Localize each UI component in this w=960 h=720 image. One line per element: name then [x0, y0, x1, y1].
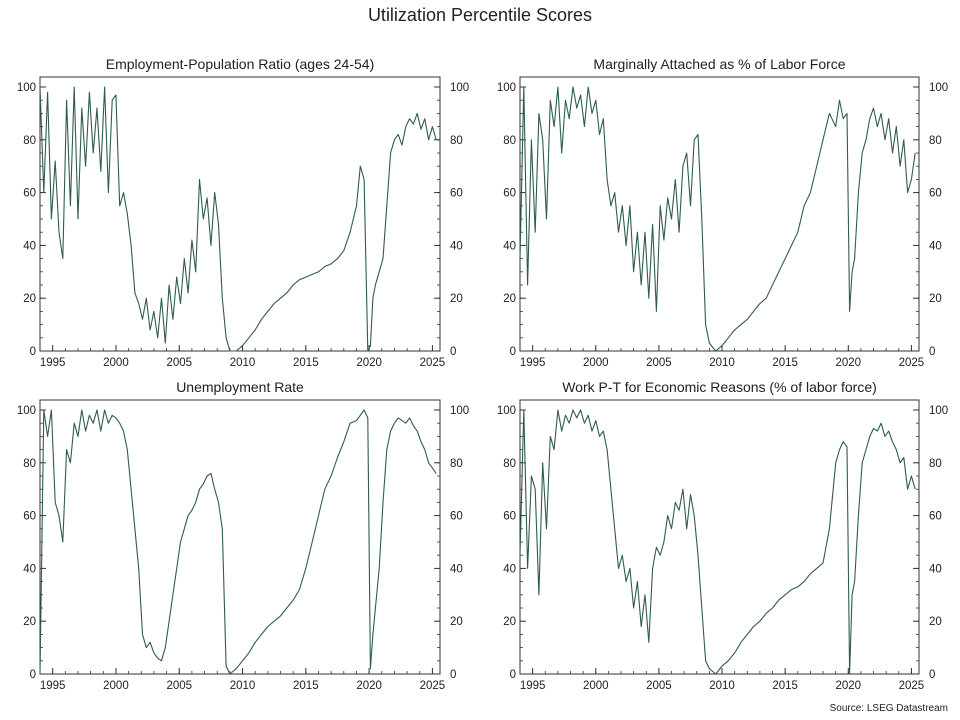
x-tick-label: 2020	[835, 357, 861, 369]
series-line	[519, 409, 916, 675]
y-tick-label-right: 60	[450, 511, 463, 523]
x-tick-label: 2020	[356, 680, 382, 692]
x-tick-label: 2015	[772, 357, 798, 369]
y-tick-label-left: 20	[23, 293, 36, 305]
y-tick-label-right: 40	[450, 240, 463, 252]
y-tick-label-right: 0	[929, 669, 935, 681]
panel-title: Employment-Population Ratio (ages 24-54)	[106, 56, 374, 72]
panel-title: Marginally Attached as % of Labor Force	[593, 56, 845, 72]
y-tick-label-left: 100	[497, 82, 516, 94]
y-tick-label-left: 80	[503, 458, 516, 470]
y-tick-label-left: 60	[503, 188, 516, 200]
y-tick-label-right: 80	[450, 135, 463, 147]
y-tick-label-right: 60	[929, 188, 942, 200]
panel-marginally-attached: Marginally Attached as % of Labor Force 0…	[497, 56, 948, 369]
panel-employment-population: Employment-Population Ratio (ages 24-54)…	[17, 56, 469, 369]
y-tick-label-right: 20	[450, 616, 463, 628]
x-tick-label: 2000	[583, 357, 609, 369]
x-tick-label: 2025	[899, 680, 925, 692]
x-tick-label: 2015	[293, 357, 319, 369]
y-tick-label-left: 20	[23, 616, 36, 628]
plot-frame	[519, 76, 920, 352]
y-tick-label-right: 0	[450, 346, 456, 358]
x-tick-label: 1995	[40, 680, 66, 692]
y-tick-label-left: 80	[503, 135, 516, 147]
y-tick-label-right: 100	[450, 405, 469, 417]
y-tick-label-left: 80	[23, 135, 36, 147]
series-line	[39, 86, 437, 352]
plot-frame	[39, 399, 441, 675]
source-note: Source: LSEG Datastream	[829, 703, 948, 714]
x-tick-label: 2020	[356, 357, 382, 369]
y-tick-label-left: 0	[30, 669, 36, 681]
plot-frame	[39, 76, 441, 352]
panel-title: Unemployment Rate	[176, 379, 304, 395]
x-tick-label: 2025	[899, 357, 925, 369]
y-tick-label-right: 40	[929, 563, 942, 575]
y-tick-label-left: 40	[503, 240, 516, 252]
x-tick-label: 2000	[103, 357, 129, 369]
y-tick-label-left: 80	[23, 458, 36, 470]
y-tick-label-left: 100	[17, 405, 36, 417]
x-tick-label: 1995	[40, 357, 66, 369]
y-tick-label-right: 60	[929, 511, 942, 523]
panel-title: Work P-T for Economic Reasons (% of labo…	[562, 379, 877, 395]
y-tick-label-left: 0	[510, 669, 516, 681]
x-tick-label: 2015	[293, 680, 319, 692]
y-tick-label-left: 20	[503, 293, 516, 305]
y-tick-label-left: 0	[510, 346, 516, 358]
x-tick-label: 2015	[772, 680, 798, 692]
x-tick-label: 1995	[520, 357, 546, 369]
x-tick-label: 2010	[709, 680, 735, 692]
y-tick-label-right: 80	[929, 458, 942, 470]
y-tick-label-left: 100	[17, 82, 36, 94]
x-tick-label: 2025	[420, 357, 446, 369]
series-line	[39, 409, 437, 675]
y-tick-label-left: 40	[503, 563, 516, 575]
y-tick-label-right: 60	[450, 188, 463, 200]
y-tick-label-left: 60	[23, 188, 36, 200]
y-tick-label-right: 40	[450, 563, 463, 575]
figure-title: Utilization Percentile Scores	[367, 5, 593, 25]
y-tick-label-right: 80	[450, 458, 463, 470]
y-tick-label-right: 0	[929, 346, 935, 358]
y-tick-label-left: 100	[497, 405, 516, 417]
y-tick-label-right: 20	[929, 616, 942, 628]
x-tick-label: 2005	[166, 680, 192, 692]
y-tick-label-left: 60	[503, 511, 516, 523]
y-tick-label-left: 0	[30, 346, 36, 358]
y-tick-label-right: 100	[450, 82, 469, 94]
x-tick-label: 2020	[835, 680, 861, 692]
x-tick-label: 2005	[646, 357, 672, 369]
y-tick-label-right: 100	[929, 82, 948, 94]
x-tick-label: 2010	[230, 357, 256, 369]
x-tick-label: 2000	[583, 680, 609, 692]
y-tick-label-right: 0	[450, 669, 456, 681]
x-tick-label: 2010	[709, 357, 735, 369]
y-tick-label-left: 40	[23, 563, 36, 575]
x-tick-label: 2005	[166, 357, 192, 369]
x-tick-label: 1995	[520, 680, 546, 692]
y-tick-label-left: 20	[503, 616, 516, 628]
x-tick-label: 2025	[420, 680, 446, 692]
y-tick-label-right: 20	[929, 293, 942, 305]
x-tick-label: 2010	[230, 680, 256, 692]
x-tick-label: 2005	[646, 680, 672, 692]
y-tick-label-right: 40	[929, 240, 942, 252]
x-tick-label: 2000	[103, 680, 129, 692]
y-tick-label-right: 80	[929, 135, 942, 147]
y-tick-label-right: 20	[450, 293, 463, 305]
y-tick-label-left: 60	[23, 511, 36, 523]
plot-frame	[519, 399, 920, 675]
panel-part-time-economic: Work P-T for Economic Reasons (% of labo…	[497, 379, 948, 692]
y-tick-label-left: 40	[23, 240, 36, 252]
y-tick-label-right: 100	[929, 405, 948, 417]
series-line	[519, 86, 916, 352]
